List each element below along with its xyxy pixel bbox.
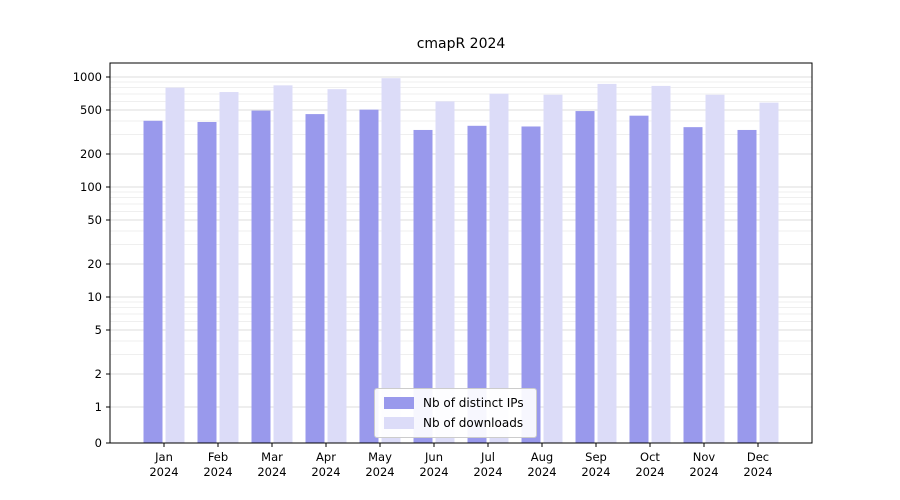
y-tick-label: 5: [95, 323, 102, 337]
x-tick-label-month: Nov: [693, 450, 716, 464]
legend-item: Nb of distinct IPs: [384, 396, 524, 410]
bar-downloads-mar: [273, 85, 293, 443]
x-tick-label-month: Jan: [154, 450, 173, 464]
x-tick-label-year: 2024: [365, 465, 394, 479]
y-tick-label: 1: [95, 400, 102, 414]
bar-distinct-ips-mar: [251, 110, 271, 443]
x-tick-label-month: Apr: [316, 450, 336, 464]
bar-downloads-jan: [165, 87, 185, 444]
y-tick-label: 500: [80, 103, 102, 117]
y-tick-label: 20: [87, 257, 102, 271]
x-tick-label-year: 2024: [689, 465, 718, 479]
bar-downloads-oct: [651, 85, 671, 443]
x-tick-label-year: 2024: [581, 465, 610, 479]
bar-distinct-ips-dec: [737, 129, 757, 443]
x-tick-label-year: 2024: [149, 465, 178, 479]
y-tick-label: 200: [80, 147, 102, 161]
bar-distinct-ips-sep: [575, 111, 595, 443]
x-tick-label-year: 2024: [311, 465, 340, 479]
bar-distinct-ips-jul: [467, 125, 487, 443]
x-tick-label-year: 2024: [257, 465, 286, 479]
x-tick-label-month: May: [368, 450, 392, 464]
bar-downloads-feb: [219, 92, 239, 443]
legend-swatch: [384, 417, 414, 429]
y-tick-label: 1000: [73, 70, 102, 84]
bar-downloads-may: [381, 78, 401, 443]
y-tick-label: 2: [95, 367, 102, 381]
x-tick-label-month: Aug: [531, 450, 553, 464]
bar-downloads-nov: [705, 94, 725, 444]
y-tick-label: 10: [87, 290, 102, 304]
bar-distinct-ips-aug: [521, 126, 541, 443]
x-tick-label-year: 2024: [473, 465, 502, 479]
x-tick-label-month: Mar: [261, 450, 283, 464]
axes-box: [109, 62, 813, 444]
bar-downloads-jun: [435, 101, 455, 443]
bar-downloads-sep: [597, 83, 617, 444]
x-tick-label-year: 2024: [743, 465, 772, 479]
bar-downloads-dec: [759, 102, 779, 443]
legend-item: Nb of downloads: [384, 416, 524, 430]
bar-downloads-jul: [489, 93, 509, 444]
bar-distinct-ips-nov: [683, 127, 703, 443]
bar-downloads-aug: [543, 94, 563, 444]
bar-distinct-ips-apr: [305, 114, 325, 443]
x-tick-label-month: Sep: [585, 450, 607, 464]
x-tick-label-year: 2024: [527, 465, 556, 479]
x-tick-label-month: Jul: [480, 450, 495, 464]
bar-downloads-apr: [327, 89, 347, 443]
legend-label: Nb of downloads: [423, 416, 524, 430]
bar-distinct-ips-oct: [629, 115, 649, 444]
bar-distinct-ips-jan: [143, 120, 163, 443]
y-tick-label: 0: [95, 436, 102, 450]
y-tick-label: 100: [80, 180, 102, 194]
legend-swatch: [384, 397, 414, 409]
bar-distinct-ips-feb: [197, 121, 217, 443]
legend-label: Nb of distinct IPs: [423, 396, 524, 410]
chart-title: cmapR 2024: [416, 36, 506, 52]
bar-distinct-ips-may: [359, 109, 379, 444]
x-tick-label-month: Oct: [640, 450, 660, 464]
y-tick-label: 50: [87, 213, 102, 227]
x-tick-label-year: 2024: [203, 465, 232, 479]
x-tick-label-year: 2024: [419, 465, 448, 479]
x-tick-label-month: Jun: [424, 450, 443, 464]
x-tick-label-month: Feb: [208, 450, 228, 464]
legend: Nb of distinct IPs Nb of downloads: [374, 388, 537, 438]
bar-distinct-ips-jun: [413, 129, 433, 443]
x-tick-label-year: 2024: [635, 465, 664, 479]
x-tick-label-month: Dec: [747, 450, 769, 464]
